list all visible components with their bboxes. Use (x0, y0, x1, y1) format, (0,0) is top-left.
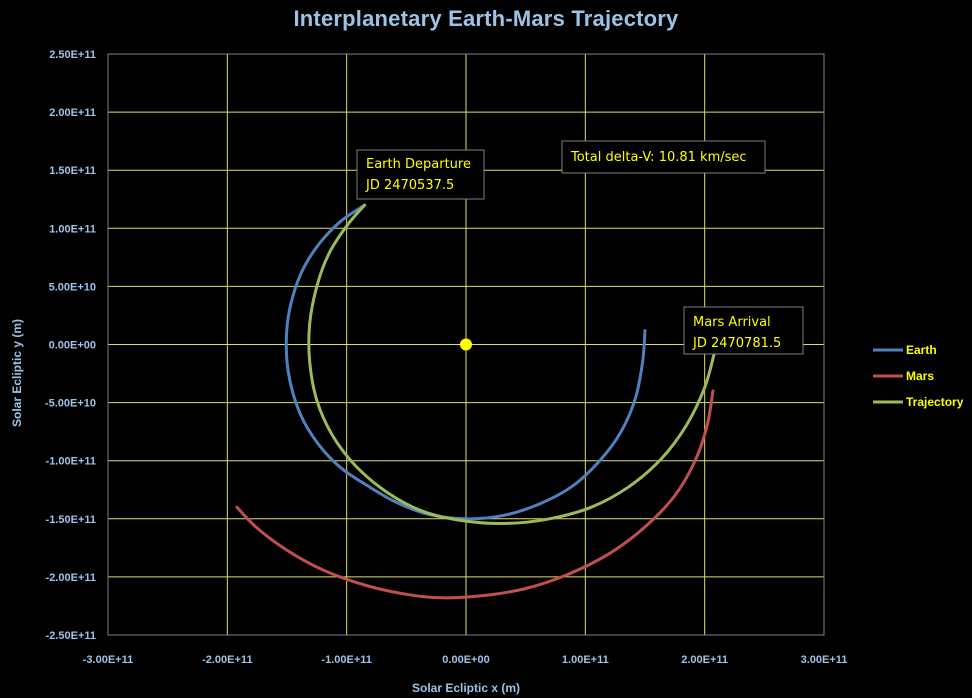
legend: Earth Mars Trajectory (873, 343, 964, 409)
series-group (235, 203, 716, 600)
y-tick-label: -1.50E+11 (46, 514, 96, 526)
annotation-line: JD 2470537.5 (365, 178, 454, 193)
x-tick-label: -2.00E+11 (202, 654, 252, 666)
annotation-line: Total delta-V: 10.81 km/sec (570, 150, 747, 165)
x-tick-label: -1.00E+11 (321, 654, 371, 666)
legend-label-earth: Earth (906, 343, 937, 357)
y-tick-label: -2.50E+11 (46, 630, 96, 642)
x-tick-label: 1.00E+11 (562, 654, 609, 666)
annotation-line: Earth Departure (366, 157, 471, 172)
x-tick-label: 3.00E+11 (801, 654, 848, 666)
y-tick-label: 1.50E+11 (49, 165, 96, 177)
y-tick-label: 1.00E+11 (49, 223, 96, 235)
y-tick-label: 2.00E+11 (49, 107, 96, 119)
annotation-line: JD 2470781.5 (692, 336, 781, 351)
chart-title: Interplanetary Earth-Mars Trajectory (293, 6, 679, 31)
annotation-delta-v: Total delta-V: 10.81 km/sec (561, 140, 766, 174)
annotation-earth-departure: Earth Departure JD 2470537.5 (356, 149, 485, 200)
y-tick-label: 0.00E+00 (49, 340, 96, 352)
legend-item-trajectory: Trajectory (873, 395, 964, 409)
y-tick-label: 2.50E+11 (49, 49, 96, 61)
x-tick-label: 0.00E+00 (442, 654, 489, 666)
sun-marker (460, 338, 472, 351)
legend-item-mars: Mars (873, 369, 934, 383)
y-tick-label: -2.00E+11 (46, 572, 96, 584)
y-axis-label: Solar Ecliptic y (m) (10, 319, 24, 427)
series-line-earth (284, 203, 647, 521)
legend-item-earth: Earth (873, 343, 937, 357)
y-axis-ticks: 2.50E+11 2.00E+11 1.50E+11 1.00E+11 5.00E+10… (45, 49, 96, 642)
x-tick-label: 2.00E+11 (681, 654, 728, 666)
y-tick-label: 5.00E+10 (49, 281, 96, 293)
y-tick-label: -1.00E+11 (46, 456, 96, 468)
legend-label-trajectory: Trajectory (906, 395, 964, 409)
x-axis-ticks: -3.00E+11 -2.00E+11 -1.00E+11 0.00E+00 1.00E… (83, 654, 848, 666)
x-axis-label: Solar Ecliptic x (m) (412, 681, 520, 695)
annotation-line: Mars Arrival (693, 315, 771, 330)
series-line-trajectory (307, 203, 716, 525)
x-tick-label: -3.00E+11 (83, 654, 133, 666)
legend-label-mars: Mars (906, 369, 934, 383)
series-line-mars (235, 389, 715, 600)
y-tick-label: -5.00E+10 (45, 398, 96, 410)
annotation-mars-arrival: Mars Arrival JD 2470781.5 (683, 306, 804, 355)
plot-area-border (107, 53, 825, 636)
